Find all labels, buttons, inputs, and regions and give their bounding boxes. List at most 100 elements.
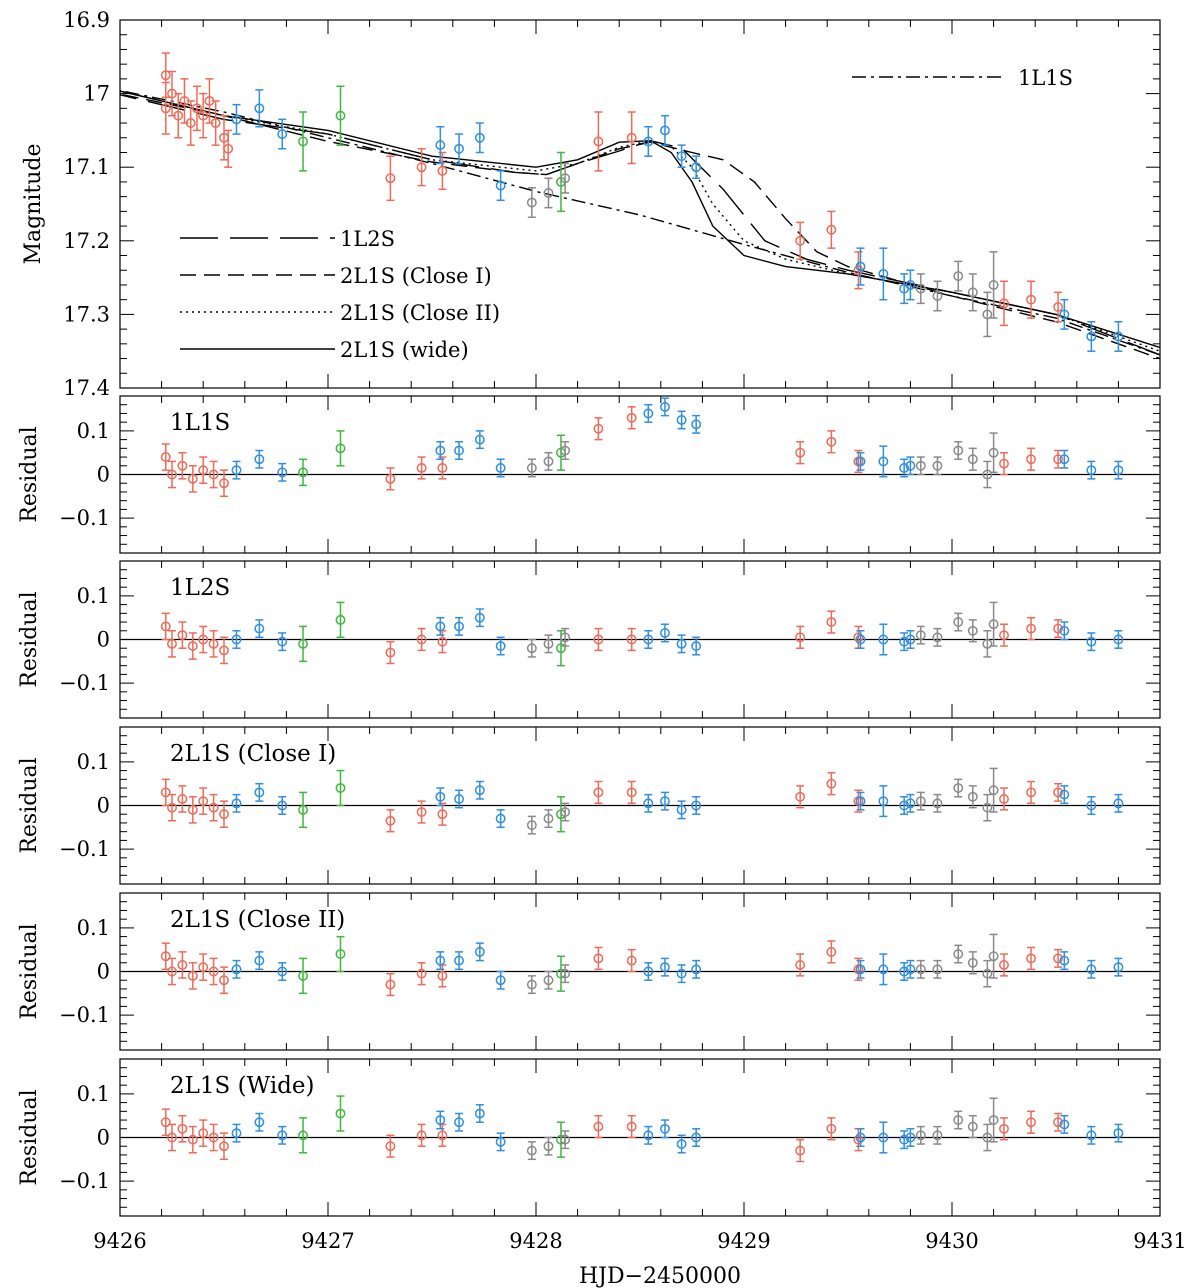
residual-1-data-point — [660, 397, 670, 417]
marker — [254, 955, 265, 966]
residual-5-data-point — [543, 1136, 554, 1156]
residual-5-ytick-label: −0.1 — [59, 1169, 110, 1193]
x-tick-label: 9429 — [717, 1229, 770, 1253]
marker — [177, 460, 188, 471]
residual-1-data-point — [1053, 449, 1064, 469]
residual-1-data-point — [982, 460, 993, 489]
residual-4-data-point — [691, 959, 702, 979]
marker — [853, 632, 864, 643]
marker — [660, 962, 670, 973]
residual-3-data-point — [231, 793, 242, 813]
marker — [691, 800, 702, 811]
marker — [543, 975, 554, 986]
light-curve-data-point — [691, 155, 702, 179]
marker — [560, 632, 571, 643]
residual-4-data-point — [1059, 951, 1070, 971]
marker — [231, 798, 242, 809]
residual-1-data-point — [495, 458, 506, 478]
marker — [543, 188, 554, 198]
marker — [526, 643, 537, 654]
residual-3-model-label: 2L1S (Close I) — [170, 741, 336, 767]
marker — [160, 621, 171, 632]
light-curve-data-point — [526, 187, 537, 218]
light-curve-data-point — [560, 162, 571, 194]
marker — [231, 1128, 242, 1139]
marker — [208, 802, 219, 813]
residual-5-data-point — [277, 1125, 288, 1145]
marker — [626, 634, 637, 645]
marker — [878, 796, 889, 807]
marker — [187, 804, 198, 815]
marker — [495, 1136, 506, 1147]
marker — [988, 951, 999, 962]
residual-2-data-point — [495, 636, 506, 656]
residual-2-data-point — [676, 634, 687, 654]
residual-1-data-point — [999, 451, 1009, 476]
marker — [932, 964, 943, 975]
marker — [254, 623, 265, 634]
residual-4-data-point — [495, 970, 506, 990]
x-axis-title: HJD−2450000 — [579, 1264, 741, 1288]
marker — [167, 638, 177, 649]
residual-5-data-point — [967, 1114, 978, 1139]
marker — [878, 1132, 889, 1143]
marker — [560, 968, 571, 979]
residual-3-data-point — [495, 809, 506, 829]
marker — [454, 143, 464, 154]
residual-3-data-point — [953, 778, 964, 798]
marker — [826, 436, 837, 447]
residual-4-data-point — [560, 964, 571, 984]
light-curve-ytick-label: 17.4 — [63, 376, 110, 400]
marker — [967, 791, 978, 802]
marker — [219, 975, 229, 986]
residual-2-data-point — [160, 612, 171, 641]
residual-2-data-point — [795, 625, 806, 649]
marker — [219, 1141, 229, 1152]
residual-1-data-point — [899, 458, 910, 478]
residual-4-data-point — [167, 957, 177, 986]
residual-2-data-point — [543, 634, 554, 654]
marker — [298, 970, 308, 981]
marker — [208, 966, 219, 977]
residual-1-data-point — [335, 430, 346, 467]
residual-5-data-point — [1053, 1112, 1064, 1132]
marker — [826, 778, 837, 789]
marker — [643, 408, 654, 419]
x-tick-label: 9427 — [301, 1229, 354, 1253]
residual-2-data-point — [660, 623, 670, 643]
residual-5-data-point — [1026, 1110, 1036, 1134]
marker — [643, 634, 654, 645]
legend-label: 1L2S — [340, 227, 395, 251]
residual-4-panel: 0.1 0 −0.1 2L1S (Close II) Residual — [17, 892, 1161, 1051]
marker — [999, 794, 1009, 804]
marker — [454, 445, 464, 456]
residual-3-data-point — [1086, 796, 1097, 815]
marker — [967, 957, 978, 968]
residual-4-data-point — [982, 959, 993, 988]
marker — [254, 103, 265, 114]
marker — [177, 1123, 188, 1134]
residual-2-data-point — [593, 627, 604, 652]
marker — [208, 469, 219, 480]
marker — [254, 454, 265, 465]
residual-4-data-point — [208, 957, 219, 986]
residual-3-data-point — [915, 791, 926, 811]
marker — [915, 964, 926, 975]
marker — [335, 110, 346, 121]
marker — [676, 151, 687, 162]
marker — [643, 966, 654, 977]
residual-2-data-point — [1113, 630, 1124, 649]
marker — [1059, 955, 1070, 966]
residual-1-data-point — [1059, 449, 1070, 469]
marker — [1113, 798, 1124, 809]
residual-3-panel: 0.1 0 −0.1 2L1S (Close I) Residual — [17, 726, 1161, 885]
light-curve-data-point — [435, 125, 446, 165]
marker — [999, 1123, 1009, 1134]
residual-2-data-point — [560, 627, 571, 647]
residual-5-data-point — [795, 1138, 806, 1163]
residual-3-data-point — [853, 789, 864, 813]
residual-4-axis-title: Residual — [17, 923, 42, 1019]
marker — [643, 136, 654, 147]
residual-5-data-point — [495, 1132, 506, 1152]
marker — [626, 787, 637, 798]
